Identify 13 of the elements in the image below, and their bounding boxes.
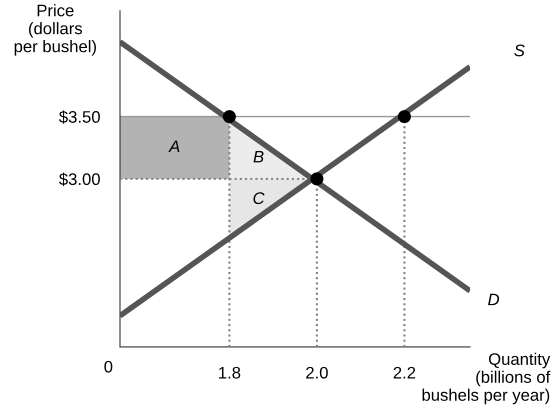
y-tick-label: $3.00 xyxy=(59,172,100,186)
y-axis-title: Price (dollars per bushel) xyxy=(14,4,96,56)
series-label: B xyxy=(254,150,264,162)
x-tick-label: 2.0 xyxy=(306,366,328,379)
series-label: C xyxy=(253,192,265,204)
series-label: A xyxy=(168,140,180,152)
x-tick-label: 2.2 xyxy=(394,366,416,378)
y-tick-label: $3.50 xyxy=(59,110,100,124)
x-tick-label: 1.8 xyxy=(219,366,240,379)
series-label: D xyxy=(488,294,500,306)
text: S xyxy=(514,44,525,56)
x-axis-title: Quantity (billions of bushels per year) xyxy=(422,352,550,404)
text: 0 xyxy=(104,360,112,373)
